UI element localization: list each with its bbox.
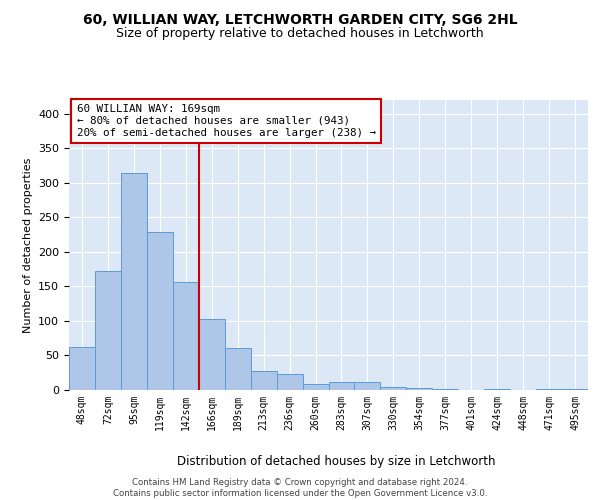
Bar: [199, 319, 224, 390]
Bar: [406, 388, 432, 390]
Bar: [69, 346, 95, 390]
Bar: [225, 348, 251, 390]
Bar: [302, 384, 329, 390]
Bar: [562, 388, 588, 390]
Bar: [277, 374, 302, 390]
Bar: [251, 372, 277, 390]
Bar: [95, 270, 121, 390]
Text: Distribution of detached houses by size in Letchworth: Distribution of detached houses by size …: [177, 454, 495, 468]
Bar: [329, 382, 355, 390]
Bar: [173, 282, 199, 390]
Bar: [121, 173, 147, 390]
Text: Size of property relative to detached houses in Letchworth: Size of property relative to detached ho…: [116, 28, 484, 40]
Bar: [355, 382, 380, 390]
Y-axis label: Number of detached properties: Number of detached properties: [23, 158, 32, 332]
Text: Contains HM Land Registry data © Crown copyright and database right 2024.
Contai: Contains HM Land Registry data © Crown c…: [113, 478, 487, 498]
Text: 60, WILLIAN WAY, LETCHWORTH GARDEN CITY, SG6 2HL: 60, WILLIAN WAY, LETCHWORTH GARDEN CITY,…: [83, 12, 517, 26]
Bar: [147, 232, 173, 390]
Bar: [380, 386, 406, 390]
Text: 60 WILLIAN WAY: 169sqm
← 80% of detached houses are smaller (943)
20% of semi-de: 60 WILLIAN WAY: 169sqm ← 80% of detached…: [77, 104, 376, 138]
